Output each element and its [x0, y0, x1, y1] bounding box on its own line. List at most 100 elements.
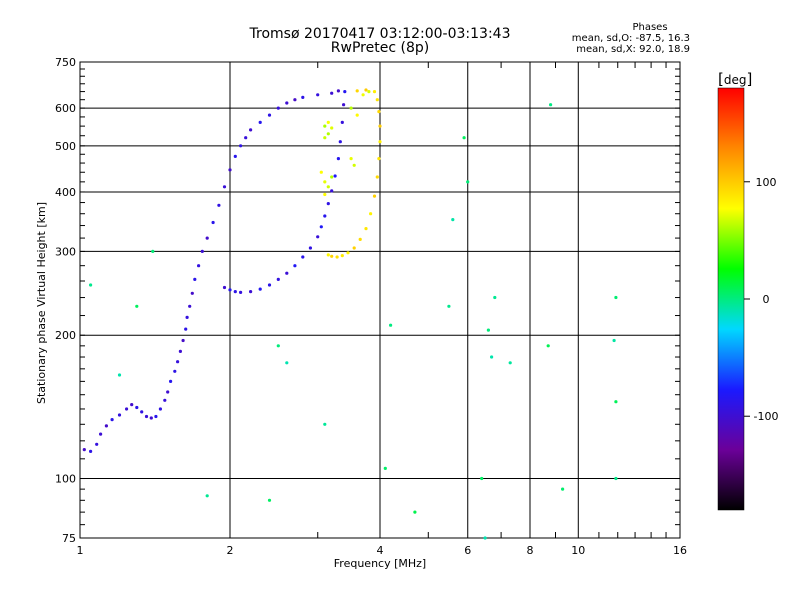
data-point	[222, 185, 227, 189]
chart-title: Tromsø 20170417 03:12:00-03:13:43	[249, 26, 511, 42]
data-point	[326, 202, 330, 206]
x-tick-label: 6	[464, 544, 471, 557]
data-point	[166, 390, 170, 394]
data-point	[301, 95, 305, 99]
data-point	[375, 175, 379, 179]
data-point	[158, 407, 162, 411]
y-tick-label: 75	[62, 532, 76, 545]
data-point	[233, 290, 237, 294]
data-point	[361, 93, 365, 97]
data-point	[336, 157, 340, 161]
data-point	[82, 448, 86, 452]
data-point	[144, 414, 149, 419]
data-point	[378, 140, 382, 144]
data-point	[343, 90, 347, 94]
data-point	[389, 323, 393, 327]
data-point	[267, 498, 272, 502]
data-point	[197, 264, 201, 268]
y-tick-label: 600	[55, 102, 76, 115]
data-point	[188, 304, 192, 308]
data-point	[490, 355, 494, 359]
data-point	[333, 174, 337, 178]
data-point	[480, 476, 484, 481]
colorbar-tick-label: 100	[756, 176, 777, 189]
data-point	[258, 287, 262, 291]
data-point	[89, 449, 93, 453]
data-point	[228, 288, 232, 292]
data-point	[135, 304, 139, 308]
x-tick-label: 16	[673, 544, 687, 557]
data-point	[349, 106, 353, 110]
data-point	[375, 98, 379, 102]
x-tick-label: 8	[527, 544, 534, 557]
data-point	[169, 379, 173, 383]
data-point	[326, 120, 330, 124]
data-point	[193, 277, 197, 281]
data-point	[244, 136, 248, 140]
data-point	[612, 338, 616, 343]
data-point	[319, 225, 323, 229]
y-tick-label: 200	[55, 329, 76, 342]
colorbar-unit: deg	[723, 73, 747, 87]
y-axis-ticks: 75 100 200 300 400 500 600 750	[55, 56, 680, 545]
stats-o-mode: mean, sd,O: -87.5, 16.3	[571, 33, 690, 44]
data-point	[330, 189, 334, 193]
data-point	[217, 203, 221, 207]
data-point	[326, 253, 330, 257]
x-tick-label: 2	[227, 544, 234, 557]
data-point	[508, 361, 512, 365]
data-point	[549, 103, 553, 107]
data-point	[205, 494, 209, 498]
data-point	[346, 251, 350, 255]
data-point	[178, 349, 182, 353]
data-point	[323, 124, 327, 128]
data-point	[462, 136, 466, 140]
data-point	[358, 237, 362, 241]
grid-lines	[80, 62, 680, 538]
data-point	[561, 487, 565, 491]
x-axis-label: Frequency [MHz]	[333, 557, 427, 570]
data-point	[110, 418, 114, 422]
colorbar	[717, 87, 745, 511]
data-point	[342, 103, 346, 107]
data-point	[184, 327, 188, 331]
data-point	[413, 510, 417, 514]
data-point	[338, 140, 342, 144]
y-tick-label: 400	[55, 186, 76, 199]
data-point	[99, 432, 103, 436]
data-point	[190, 291, 194, 295]
data-point	[323, 422, 327, 426]
data-point	[378, 124, 382, 128]
data-point	[276, 344, 280, 348]
stats-x-mode: mean, sd,X: 92.0, 18.9	[576, 44, 690, 55]
y-tick-label: 750	[55, 56, 76, 69]
data-point	[323, 136, 327, 140]
data-point	[267, 283, 272, 287]
data-point	[330, 126, 334, 130]
data-point	[125, 407, 129, 411]
data-point	[104, 424, 108, 428]
data-point	[614, 476, 618, 481]
data-point	[377, 157, 381, 161]
data-point	[323, 214, 327, 218]
data-point	[316, 93, 320, 97]
data-point	[200, 249, 204, 253]
data-point	[228, 168, 232, 172]
stats-heading: Phases	[632, 22, 668, 33]
data-point	[323, 192, 327, 197]
data-point	[211, 220, 215, 225]
data-point	[173, 369, 177, 373]
data-point	[372, 194, 377, 198]
data-point	[185, 315, 189, 319]
x-tick-label: 1	[77, 544, 84, 557]
data-point	[308, 246, 312, 250]
data-point	[614, 295, 618, 300]
data-point	[367, 90, 371, 94]
data-point	[140, 410, 144, 414]
data-point	[447, 304, 451, 308]
data-point	[340, 120, 344, 124]
chart-subtitle: RwPretec (8p)	[330, 40, 430, 56]
data-point	[349, 157, 353, 161]
data-point	[466, 180, 470, 184]
